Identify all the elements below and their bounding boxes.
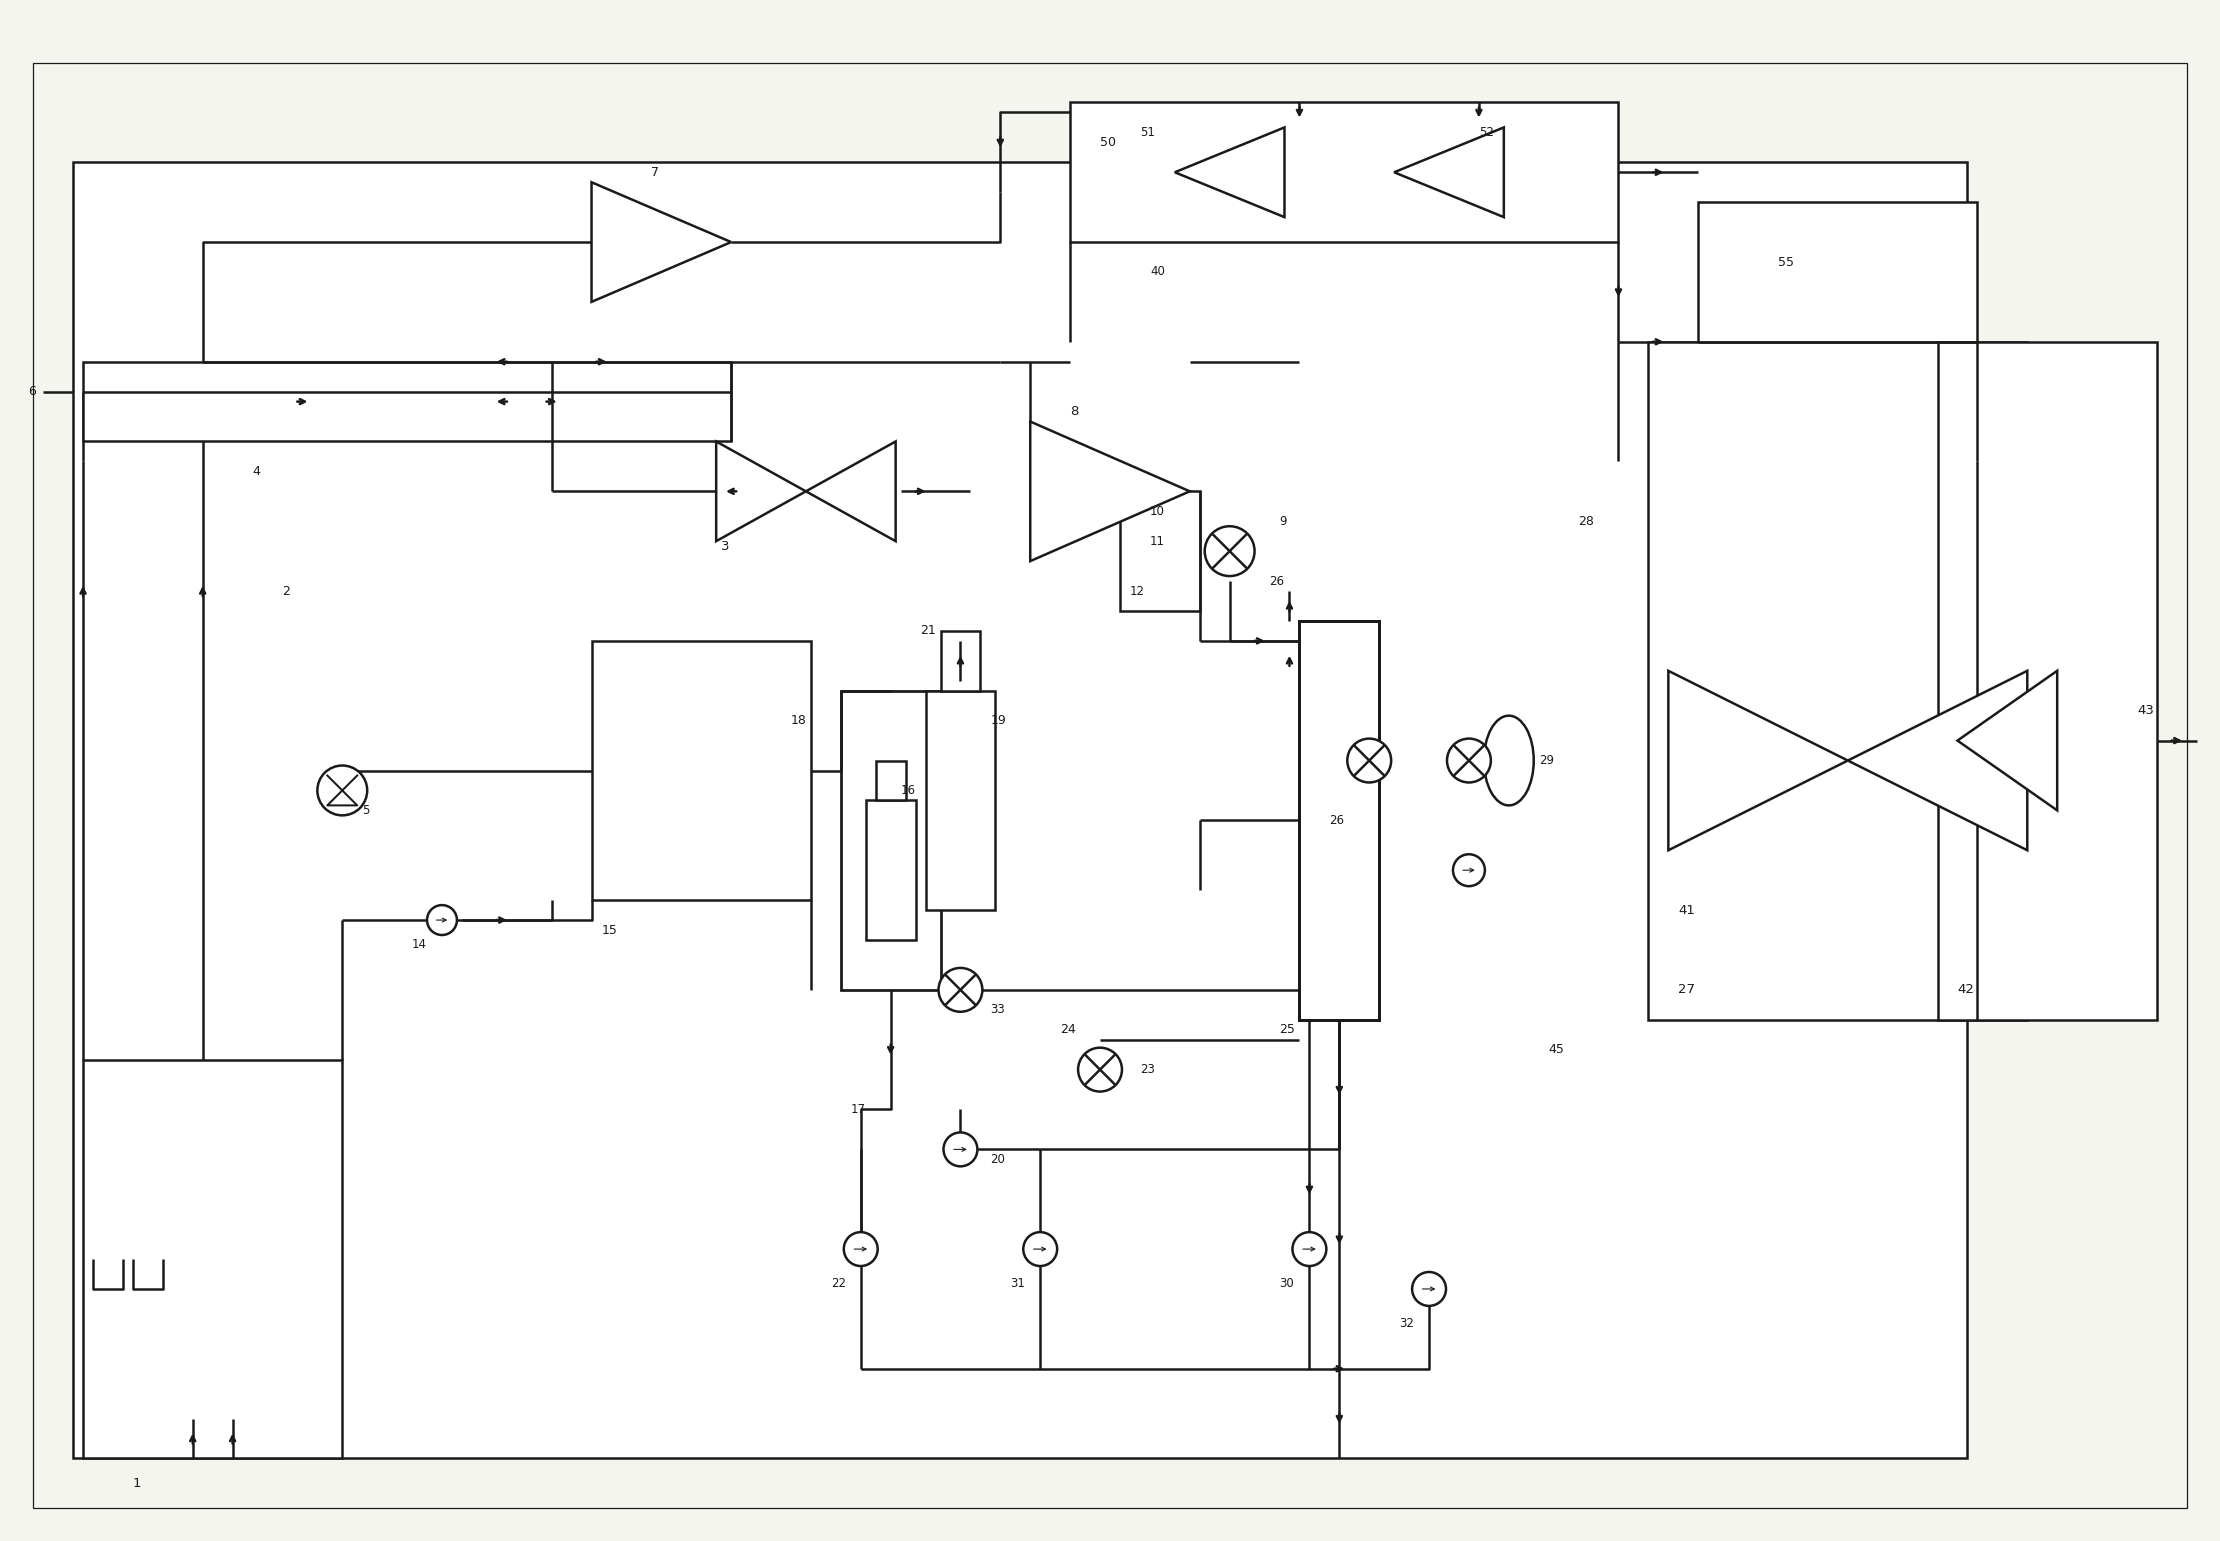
Text: 6: 6 (29, 385, 36, 398)
Text: 4: 4 (253, 465, 260, 478)
Text: 50: 50 (1101, 136, 1117, 149)
Circle shape (1348, 738, 1392, 783)
Polygon shape (1958, 670, 2058, 811)
Bar (82, 362, 730, 441)
Text: 18: 18 (790, 713, 806, 727)
Text: 15: 15 (602, 923, 617, 937)
Bar (73, 162, 1967, 1458)
Bar (1649, 342, 2027, 1020)
Text: 19: 19 (990, 713, 1006, 727)
Bar (875, 761, 906, 800)
Text: 7: 7 (650, 166, 659, 179)
Text: 32: 32 (1399, 1318, 1414, 1330)
Bar (82, 1060, 342, 1458)
Text: 42: 42 (1958, 983, 1974, 997)
Text: 12: 12 (1130, 584, 1146, 598)
Text: 31: 31 (1010, 1277, 1026, 1290)
Bar (1698, 202, 1978, 461)
Text: 23: 23 (1139, 1063, 1154, 1076)
Text: 26: 26 (1330, 814, 1345, 828)
Text: 17: 17 (850, 1103, 866, 1116)
Text: 29: 29 (1538, 754, 1554, 767)
Text: 5: 5 (362, 804, 369, 817)
Polygon shape (591, 182, 730, 302)
Circle shape (939, 968, 983, 1012)
Text: 55: 55 (1778, 256, 1794, 268)
Text: 11: 11 (1150, 535, 1166, 547)
Circle shape (1292, 1233, 1325, 1267)
Text: 16: 16 (901, 784, 915, 797)
Text: 52: 52 (1479, 126, 1494, 139)
Text: 40: 40 (1150, 265, 1166, 279)
Bar (866, 800, 915, 940)
Bar (1938, 342, 2158, 1020)
Polygon shape (1030, 422, 1190, 561)
Text: 24: 24 (1061, 1023, 1077, 1036)
Circle shape (1079, 1048, 1121, 1091)
Polygon shape (717, 441, 806, 541)
Circle shape (1412, 1271, 1445, 1305)
Circle shape (1447, 738, 1492, 783)
Text: 51: 51 (1139, 126, 1154, 139)
Circle shape (1452, 854, 1485, 886)
Text: 8: 8 (1070, 405, 1079, 418)
Bar (1299, 621, 1379, 1020)
Text: 45: 45 (1550, 1043, 1565, 1056)
Circle shape (426, 905, 457, 935)
Text: 43: 43 (2138, 704, 2153, 717)
Text: 26: 26 (1270, 575, 1285, 587)
Circle shape (317, 766, 366, 815)
Polygon shape (1669, 670, 1847, 851)
Text: 25: 25 (1279, 1023, 1296, 1036)
Bar (841, 690, 941, 989)
Polygon shape (1174, 128, 1285, 217)
Bar (1119, 492, 1199, 610)
Text: 21: 21 (921, 624, 937, 638)
Polygon shape (1394, 128, 1503, 217)
Text: 14: 14 (413, 938, 426, 951)
Polygon shape (1847, 670, 2027, 851)
Bar (926, 690, 995, 911)
Text: 3: 3 (722, 539, 730, 553)
Text: 2: 2 (282, 584, 291, 598)
Circle shape (944, 1133, 977, 1167)
Bar (1070, 103, 1618, 242)
Text: 9: 9 (1279, 515, 1288, 527)
Text: 30: 30 (1279, 1277, 1294, 1290)
Bar (591, 641, 810, 900)
Text: 28: 28 (1578, 515, 1594, 527)
Ellipse shape (1483, 715, 1534, 806)
Circle shape (1023, 1233, 1057, 1267)
Text: 27: 27 (1678, 983, 1696, 997)
Text: 20: 20 (990, 1153, 1006, 1167)
Circle shape (1205, 525, 1254, 576)
Text: 10: 10 (1150, 505, 1166, 518)
Polygon shape (806, 441, 895, 541)
Circle shape (844, 1233, 877, 1267)
Text: 33: 33 (990, 1003, 1006, 1017)
Text: 1: 1 (133, 1476, 142, 1490)
Bar (941, 630, 981, 690)
Text: 41: 41 (1678, 903, 1696, 917)
Text: 22: 22 (830, 1277, 846, 1290)
